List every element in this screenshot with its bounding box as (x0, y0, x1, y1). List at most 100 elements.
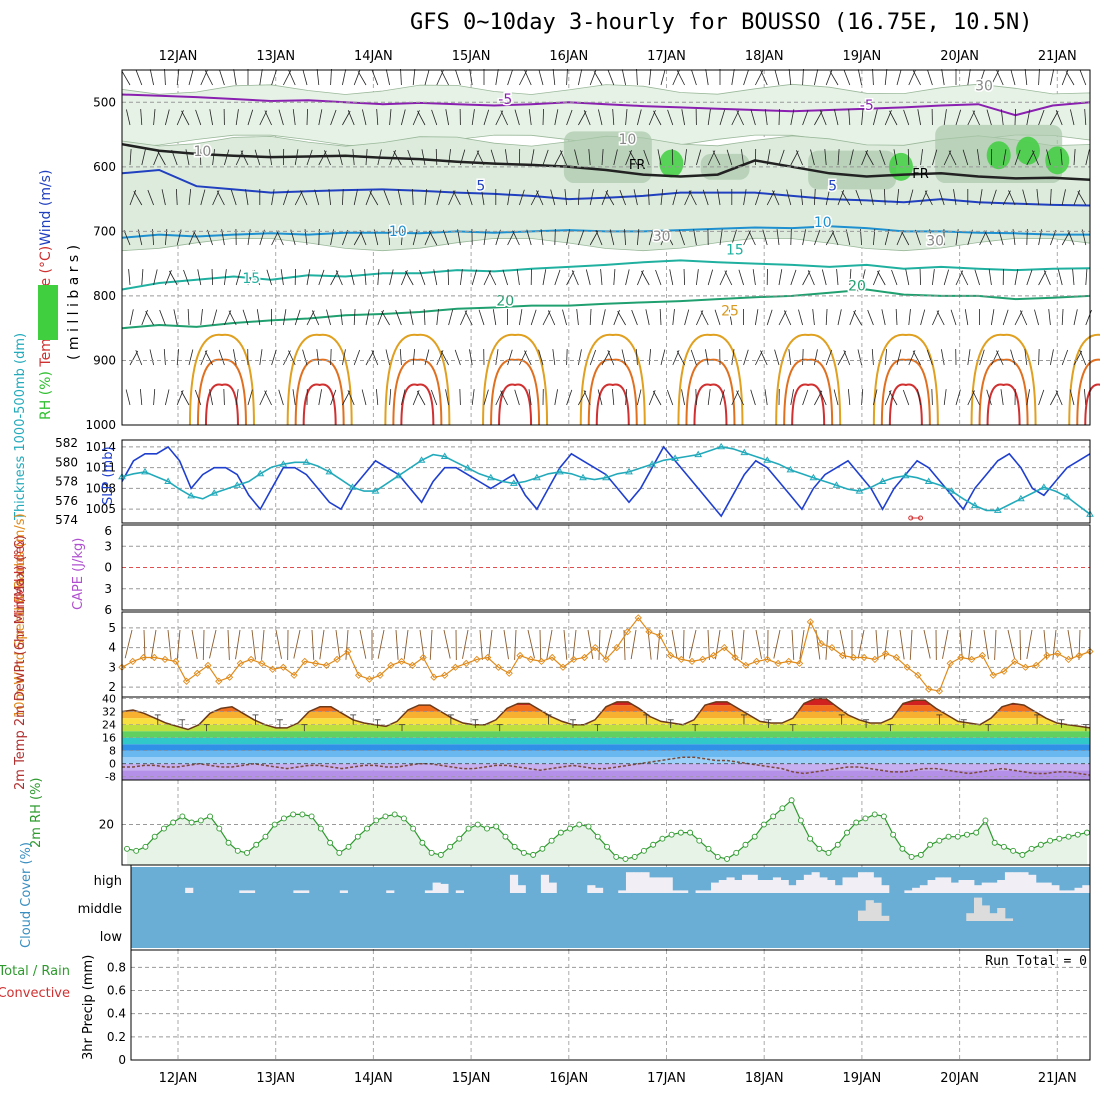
upper-barb-55-5 (778, 269, 783, 286)
upper-barb-50-8 (719, 389, 725, 406)
cloud-high-117 (1035, 882, 1044, 893)
upper-barb-17-1 (330, 109, 337, 126)
cloud-high-78 (734, 880, 743, 893)
rh-point-17 (280, 815, 287, 822)
upper-barb-37-2 (559, 150, 567, 166)
rh-point-26 (364, 825, 370, 832)
cloud-high-88 (811, 872, 820, 893)
upper-barb-77-4 (1038, 229, 1043, 246)
upper-barb-49-3 (702, 189, 709, 206)
wind10-point-18 (311, 659, 320, 668)
w10-barb-6 (202, 629, 205, 660)
w10-barb-41 (623, 629, 626, 660)
upper-barb-3-2 (157, 150, 166, 166)
thick-ylabel: Thickness 1000-500mb (dm) (13, 333, 28, 521)
upper-barb-30-3 (481, 189, 485, 206)
upper-barb-45-0 (660, 69, 666, 86)
top-date-label-6: 18JAN (745, 49, 784, 64)
upper-barb-38-1 (578, 110, 587, 126)
freezing-label-1: FR (629, 158, 646, 173)
cloud-high-109 (973, 885, 983, 893)
upper-barb-28-5 (460, 269, 463, 286)
rh-point-53 (613, 853, 620, 860)
upper-barb-37-3 (564, 189, 567, 206)
temp-band-4 (122, 744, 1090, 751)
upper-barb-55-1 (778, 108, 780, 126)
upper-barb-44-6 (645, 309, 650, 326)
rh-point-57 (650, 841, 657, 848)
rh-point-78 (844, 829, 850, 836)
upper-barb-80-4 (1067, 230, 1075, 246)
upper-barb-35-4 (540, 229, 544, 246)
cloud-high-49 (509, 874, 519, 893)
upper-barb-29-0 (469, 69, 473, 86)
top-date-label-0: 12JAN (159, 49, 198, 64)
thick-marker-78 (1017, 494, 1025, 502)
pres-tick-3: 800 (93, 289, 116, 303)
upper-barb-72-5 (974, 269, 980, 286)
upper-barb-6-8 (194, 389, 202, 406)
upper-barb-75-7 (1010, 349, 1016, 366)
surface-contour-5-0 (677, 333, 744, 426)
wind10-point-23 (365, 675, 374, 683)
upper-barb-61-5 (849, 269, 852, 286)
upper-barb-80-5 (1072, 269, 1075, 286)
pres-tick-2: 700 (93, 224, 116, 238)
w10-barb-4 (176, 629, 181, 660)
upper-barb-25-0 (424, 69, 430, 86)
upper-barb-68-4 (929, 229, 933, 246)
thick-marker-46 (648, 460, 656, 467)
upper-barb-57-5 (802, 270, 811, 286)
rh-point-13 (244, 849, 250, 856)
cloud-mid-97 (881, 915, 890, 921)
thick-marker-36 (533, 473, 541, 481)
top-date-label-5: 17JAN (647, 49, 686, 64)
w10-barb-14 (293, 629, 301, 659)
rh-saturated-0 (659, 149, 684, 178)
upper-barb-58-4 (814, 229, 821, 246)
upper-barb-69-8 (943, 389, 947, 406)
upper-barb-65-5 (891, 269, 898, 286)
upper-barb-4-4 (176, 229, 182, 246)
upper-barb-62-6 (853, 310, 862, 326)
thick-marker-44 (625, 467, 633, 475)
rh-point-9 (207, 813, 214, 820)
thick-slp-series-0 (121, 445, 1091, 518)
rh-point-19 (299, 811, 306, 818)
upper-barb-76-2 (1026, 150, 1035, 166)
upper-barb-26-1 (431, 109, 438, 126)
upper-barb-5-2 (185, 149, 190, 166)
upper-barb-18-2 (338, 149, 343, 166)
wind10-point-60 (763, 655, 771, 664)
upper-barb-28-7 (454, 349, 461, 366)
bottom-date-label-5: 17JAN (647, 1071, 686, 1086)
upper-barb-49-5 (707, 269, 713, 286)
upper-barb-50-6 (714, 309, 721, 326)
upper-barb-46-2 (671, 148, 674, 166)
rh-point-1 (133, 847, 140, 854)
wind10-point-39 (537, 657, 546, 666)
w10-barb-31 (503, 629, 509, 660)
li-tick-top: 6 (104, 524, 112, 538)
cloud-high-119 (1051, 885, 1060, 893)
cloud-level-1: middle (78, 902, 122, 917)
upper-barb-49-1 (707, 109, 711, 126)
upper-barb-40-7 (601, 350, 611, 366)
w10-barb-18 (345, 629, 349, 660)
thick-marker-74 (970, 501, 979, 509)
surface-contour-9-2 (1084, 383, 1100, 426)
upper-barb-55-6 (778, 310, 787, 326)
upper-barb-5-3 (188, 189, 192, 206)
top-date-label-4: 16JAN (549, 49, 588, 64)
rh-point-77 (834, 841, 841, 848)
upper-barb-64-6 (881, 309, 886, 326)
upper-barb-11-2 (254, 149, 261, 166)
upper-barb-17-2 (323, 150, 331, 166)
upper-barb-58-1 (814, 110, 823, 126)
rh-point-5 (170, 819, 177, 826)
upper-barb-26-8 (430, 389, 438, 406)
upper-barb-54-2 (766, 149, 771, 166)
rh-point-86 (917, 851, 924, 858)
upper-barb-76-5 (1026, 269, 1033, 286)
upper-barb-19-6 (353, 309, 356, 326)
